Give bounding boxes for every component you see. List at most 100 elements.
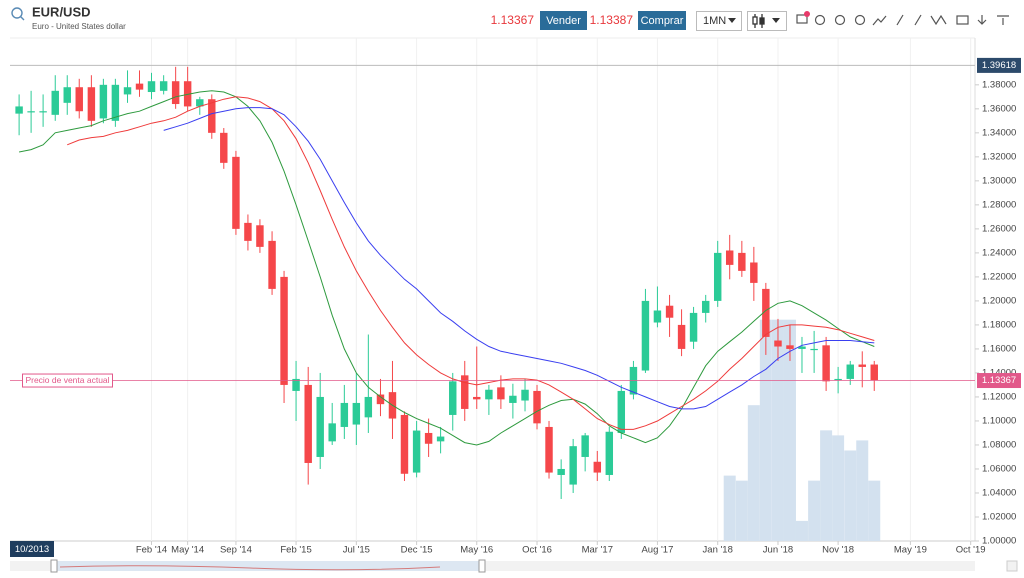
y-tick-label: 1.24000 <box>982 247 1016 258</box>
candle-body <box>135 83 144 90</box>
cursor-label: 10/2013 <box>15 544 49 555</box>
dropdown-arrow <box>728 18 736 23</box>
x-tick-label: Feb '15 <box>280 545 311 556</box>
draw-icon[interactable] <box>896 14 904 26</box>
candle-body <box>870 364 878 381</box>
high-label: 1.39618 <box>982 60 1016 71</box>
candle-body <box>51 90 59 115</box>
search-icon-handle <box>20 16 25 21</box>
candle-body <box>436 436 445 442</box>
candle-body <box>340 402 349 427</box>
pen-icon[interactable] <box>914 14 922 26</box>
search-icon[interactable] <box>11 7 23 19</box>
y-tick-label: 1.28000 <box>982 199 1016 210</box>
y-tick-label: 1.06000 <box>982 463 1016 474</box>
candle-body <box>196 99 204 107</box>
y-tick-label: 1.30000 <box>982 175 1016 186</box>
candle-body <box>256 225 264 247</box>
volume-bar <box>723 475 736 541</box>
navigator[interactable] <box>10 561 975 571</box>
y-tick-label: 1.08000 <box>982 439 1016 450</box>
candle-body <box>27 111 35 113</box>
sell-button-label[interactable]: Vender <box>546 15 581 27</box>
candle-body <box>473 396 481 400</box>
volume-bar <box>868 480 881 541</box>
candle-body <box>424 432 433 444</box>
candle-body <box>159 81 168 91</box>
moving-average-line <box>163 107 875 410</box>
candle-body <box>376 394 385 405</box>
notification-dot <box>804 11 810 17</box>
interval-dropdown[interactable] <box>696 11 742 31</box>
candle-body <box>183 81 192 107</box>
candle-body <box>786 345 794 349</box>
y-tick-label: 1.18000 <box>982 319 1016 330</box>
pattern-icon[interactable] <box>930 14 947 26</box>
navigator-preview <box>59 565 441 571</box>
navigator-handle[interactable] <box>50 559 58 573</box>
candle-body <box>509 395 517 403</box>
header: EUR/USD Euro - United States dollar 1.13… <box>11 4 1009 31</box>
buy-button[interactable] <box>638 11 686 30</box>
buy-button-label[interactable]: Comprar <box>641 15 684 27</box>
x-tick-label: Jan '18 <box>703 545 733 556</box>
candle-body <box>846 364 854 379</box>
x-tick-label: Sep '14 <box>220 545 252 556</box>
navigator-handle[interactable] <box>478 559 486 573</box>
trend-icon[interactable] <box>872 15 887 26</box>
x-tick-label: May '14 <box>171 545 204 556</box>
camera-icon[interactable] <box>956 15 969 25</box>
sell-button[interactable] <box>540 11 587 30</box>
zoom-in-icon[interactable] <box>814 14 826 26</box>
candle-body <box>593 461 602 473</box>
moving-average-line <box>67 96 875 430</box>
candle-body <box>641 300 650 371</box>
volume-bar <box>759 319 772 541</box>
y-tick-label: 1.38000 <box>982 79 1016 90</box>
candle-body <box>147 81 156 93</box>
candle-body <box>581 435 589 457</box>
indicator-icon[interactable] <box>796 14 808 24</box>
y-tick-label: 1.04000 <box>982 487 1016 498</box>
x-tick-label: Aug '17 <box>641 545 673 556</box>
current-price-tag-box <box>22 373 113 388</box>
candle-body <box>533 390 541 424</box>
candle-body <box>521 389 529 401</box>
navigator-selection[interactable] <box>54 561 482 571</box>
volume-bar <box>856 440 869 541</box>
y-tick-label: 1.12000 <box>982 391 1016 402</box>
volume-bar <box>820 430 833 541</box>
candle-body <box>449 381 457 415</box>
chart-type-dropdown[interactable] <box>747 11 787 31</box>
candle-body <box>497 387 505 400</box>
candle-body <box>15 106 23 114</box>
current-price-label: 1.13367 <box>982 375 1016 386</box>
zoom-out-icon[interactable] <box>834 14 846 26</box>
candle-body <box>292 378 300 391</box>
download-icon[interactable] <box>977 15 987 25</box>
candle-body <box>461 375 469 409</box>
x-tick-label: Jul '15 <box>343 545 370 556</box>
candle-body <box>87 87 96 121</box>
x-tick-label: Oct '16 <box>522 545 552 556</box>
toolbar <box>796 11 1009 26</box>
cursor-label-box <box>10 541 54 557</box>
settings-icon[interactable] <box>997 15 1009 25</box>
candle-body <box>111 84 120 121</box>
scroll-button[interactable] <box>1006 560 1018 572</box>
current-price-box <box>977 373 1021 389</box>
interval-label[interactable]: 1MN <box>703 15 726 27</box>
y-tick-label: 1.02000 <box>982 512 1016 523</box>
reset-icon[interactable] <box>854 14 866 26</box>
candle-body <box>304 384 312 463</box>
candle-body <box>123 87 132 95</box>
candle-body <box>677 324 686 349</box>
candle-body <box>738 252 746 271</box>
candle-body <box>328 423 336 442</box>
candle-body <box>605 431 614 475</box>
candle-body <box>208 99 216 133</box>
candle-body <box>762 288 770 337</box>
candle-body <box>412 430 421 473</box>
y-tick-label: 1.16000 <box>982 343 1016 354</box>
volume-bar <box>735 480 748 541</box>
